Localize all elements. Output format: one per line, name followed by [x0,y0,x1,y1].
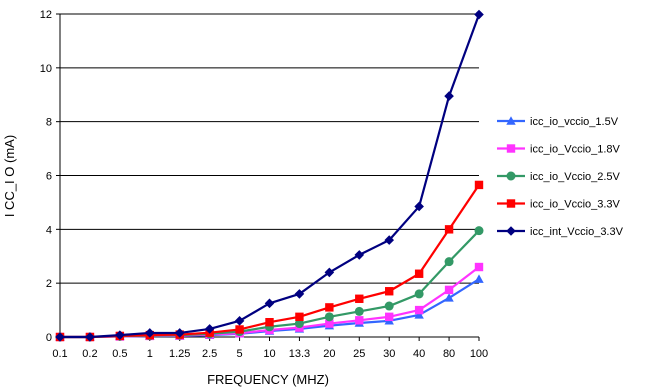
series-group [55,9,484,342]
legend-item: icc_io_Vccio_1.8V [497,144,621,156]
legend-label: icc_io_vccio_1.5V [530,116,619,128]
x-tick-labels: 0.1 0.2 0.5 1 1.25 2.5 5 10 13.3 20 25 30 40 80 100 [52,348,488,360]
legend: icc_io_vccio_1.5V icc_io_Vccio_1.8V icc_io… [497,116,624,238]
y-axis-title: I CC_I O (mA) [2,135,17,217]
data-point [144,328,155,338]
data-point [474,226,484,236]
x-tick-label: 5 [237,348,243,360]
data-point [385,287,394,296]
data-point [325,303,334,312]
x-tick-label: 30 [383,348,395,360]
legend-item: icc_io_vccio_1.5V [497,116,619,128]
y-tick-label: 6 [46,171,52,183]
legend-item: icc_int_Vccio_3.3V [497,226,624,238]
data-point [324,267,335,278]
x-tick-label: 20 [323,348,335,360]
data-point [234,316,245,326]
x-tick-label: 100 [470,348,488,360]
series-4 [55,9,484,342]
data-point [414,310,424,319]
legend-item: icc_io_Vccio_3.3V [497,199,621,211]
grid-lines [60,13,479,338]
legend-label: icc_int_Vccio_3.3V [530,226,624,238]
legend-marker [506,116,516,125]
data-point [324,312,334,322]
x-tick-label: 1.25 [169,348,190,360]
y-tick-label: 8 [46,117,52,129]
data-point [385,312,394,322]
data-point [444,293,454,302]
data-point [474,262,484,272]
legend-label: icc_io_Vccio_1.8V [530,144,621,156]
y-tick-label: 12 [40,9,52,21]
data-point [474,274,484,283]
data-point [414,269,424,278]
legend-marker [506,226,516,236]
data-point [355,294,364,303]
data-point [414,289,424,299]
y-tick-label: 10 [40,63,52,75]
data-point [295,312,304,322]
data-point [85,332,95,342]
data-point [115,330,125,340]
data-point [384,235,395,245]
data-point [325,319,334,328]
data-point [414,201,424,212]
data-point [354,250,365,260]
x-tick-label: 0.2 [82,348,97,360]
data-point [265,317,274,327]
data-point [444,285,454,295]
legend-marker [506,144,516,153]
data-point [444,225,454,234]
legend-label: icc_io_Vccio_3.3V [530,199,621,211]
data-point [414,305,424,315]
x-tick-label: 25 [353,348,365,360]
x-tick-label: 1 [147,348,153,360]
x-tick-label: 10 [263,348,275,360]
data-point [294,319,304,329]
data-point [174,328,185,338]
data-point [444,91,454,101]
x-axis-title: FREQUENCY (MHZ) [207,372,329,387]
data-point [355,316,364,325]
y-tick-label: 0 [46,332,52,344]
data-point [444,257,454,267]
data-point [474,9,484,20]
x-tick-label: 40 [413,348,425,360]
data-point [294,289,305,299]
x-tick-label: 0.5 [112,348,127,360]
x-tick-label: 80 [443,348,455,360]
data-point [235,325,244,334]
legend-marker [506,199,516,208]
data-point [354,306,364,316]
legend-marker [506,171,516,181]
data-point [55,332,65,342]
y-tick-label: 4 [46,224,52,236]
y-tick-labels: 0 2 4 6 8 10 12 [40,9,52,344]
data-point [264,298,275,309]
data-point [384,301,394,311]
x-tick-label: 13.3 [289,348,310,360]
x-tick-label: 0.1 [52,348,67,360]
data-point [474,180,484,190]
legend-item: icc_io_Vccio_2.5V [497,171,621,183]
data-point [204,324,215,334]
legend-label: icc_io_Vccio_2.5V [530,171,621,183]
y-tick-label: 2 [46,278,52,290]
x-tick-label: 2.5 [202,348,217,360]
